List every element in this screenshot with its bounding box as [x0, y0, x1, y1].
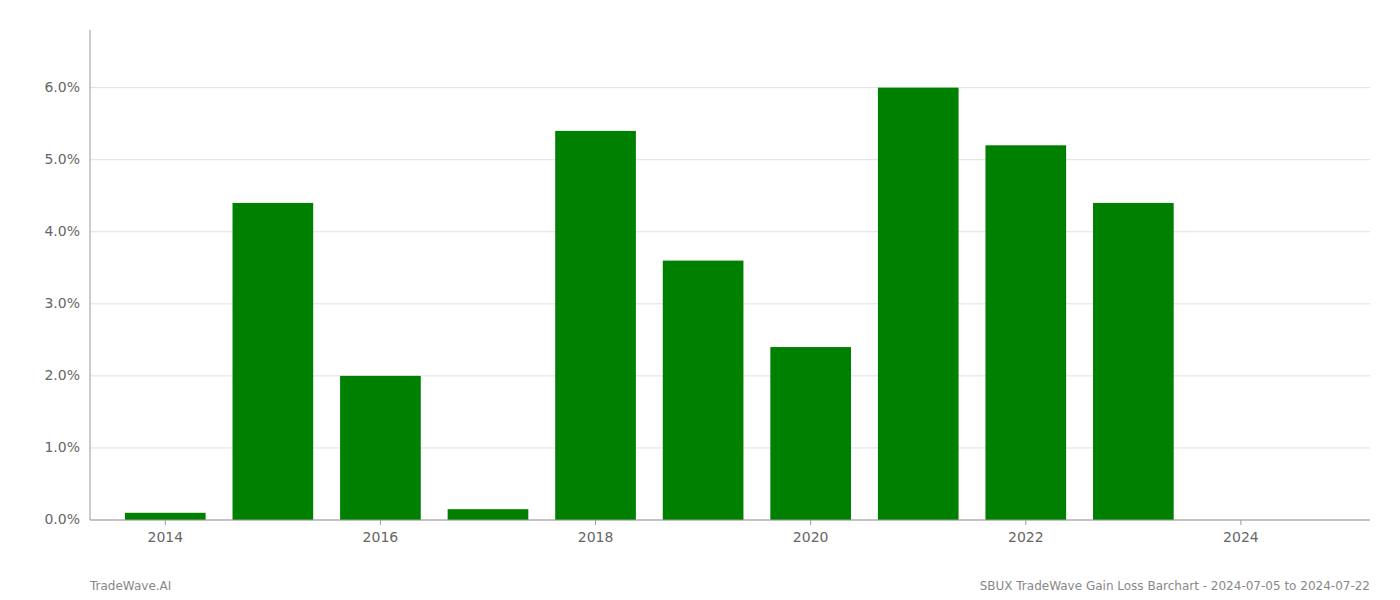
- x-tick: [380, 520, 381, 525]
- bars: [125, 88, 1174, 520]
- y-tick-label: 0.0%: [44, 511, 80, 527]
- bar: [878, 88, 959, 520]
- bar: [770, 347, 851, 520]
- y-tick-label: 1.0%: [44, 439, 80, 455]
- bar: [555, 131, 636, 520]
- y-axis-line: [90, 30, 91, 520]
- footer-right: SBUX TradeWave Gain Loss Barchart - 2024…: [980, 579, 1370, 593]
- x-tick: [595, 520, 596, 525]
- footer-left: TradeWave.AI: [89, 579, 171, 593]
- y-tick-label: 2.0%: [44, 367, 80, 383]
- x-tick-label: 2016: [363, 529, 399, 545]
- bar: [340, 376, 421, 520]
- grid-line: [90, 520, 1370, 521]
- y-tick-label: 3.0%: [44, 295, 80, 311]
- y-tick-label: 5.0%: [44, 151, 80, 167]
- y-tick-label: 4.0%: [44, 223, 80, 239]
- bar: [985, 145, 1066, 520]
- x-tick-label: 2018: [578, 529, 614, 545]
- x-tick-label: 2022: [1008, 529, 1044, 545]
- x-tick: [165, 520, 166, 525]
- x-tick-label: 2020: [793, 529, 829, 545]
- x-tick: [1240, 520, 1241, 525]
- grid-line: [90, 159, 1370, 160]
- y-tick-label: 6.0%: [44, 79, 80, 95]
- bar: [448, 509, 529, 520]
- bar: [1093, 203, 1174, 520]
- x-tick: [810, 520, 811, 525]
- x-tick-label: 2014: [147, 529, 183, 545]
- bar: [233, 203, 314, 520]
- y-grid: [90, 88, 1370, 520]
- x-tick: [1025, 520, 1026, 525]
- x-tick-label: 2024: [1223, 529, 1259, 545]
- bar: [663, 261, 744, 520]
- bar: [125, 513, 206, 520]
- x-axis-line: [90, 520, 1370, 521]
- grid-line: [90, 87, 1370, 88]
- chart: 0.0% 1.0% 2.0% 3.0% 4.0% 5.0% 6.0% 2014 2016 2018…: [0, 0, 1400, 600]
